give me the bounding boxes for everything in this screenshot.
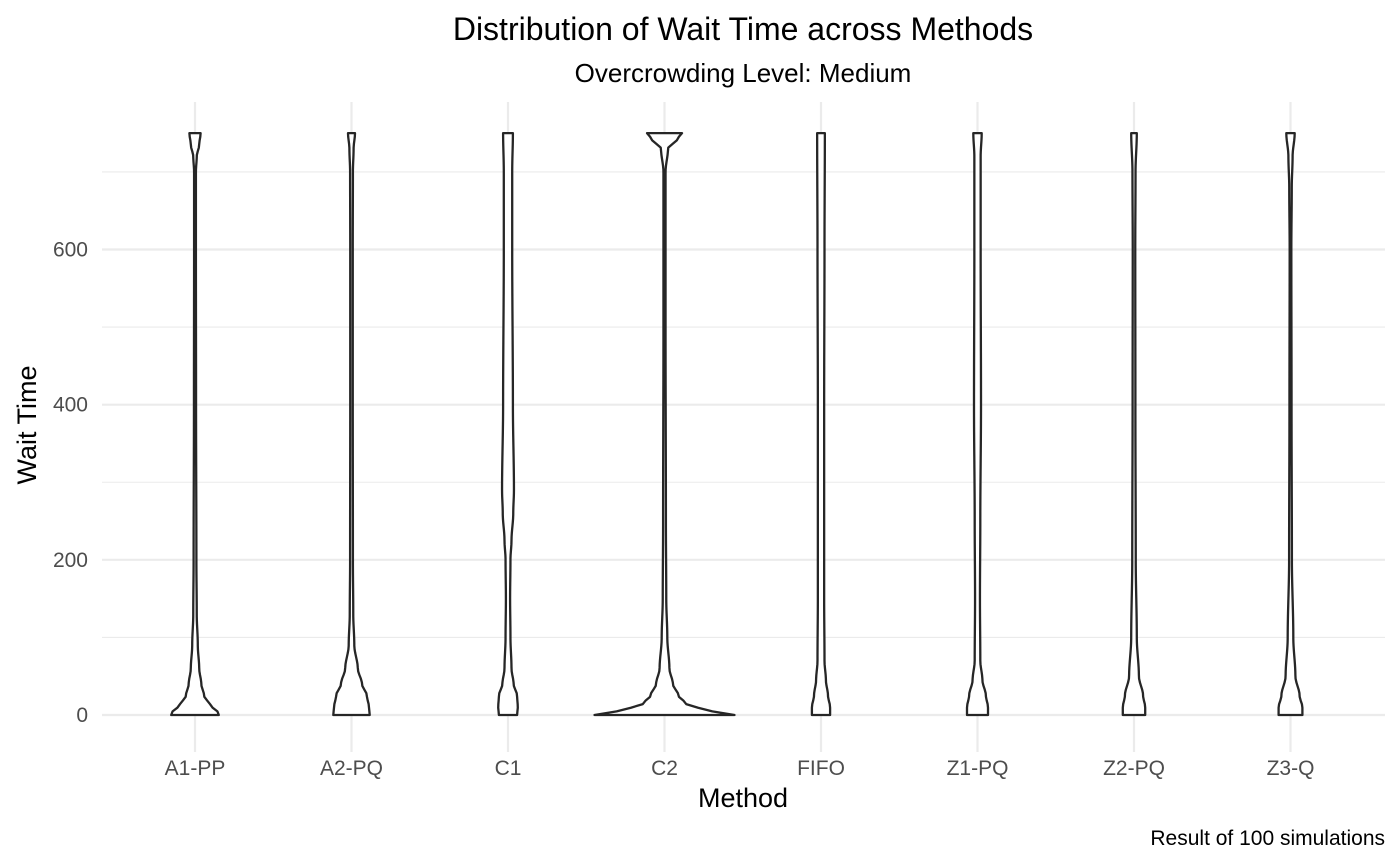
violin-a2-pq bbox=[332, 131, 371, 717]
y-axis-title: Wait Time bbox=[12, 365, 42, 484]
x-tick-label: A2-PQ bbox=[320, 757, 383, 780]
chart-title: Distribution of Wait Time across Methods bbox=[453, 11, 1033, 47]
grid-lines bbox=[102, 102, 1385, 752]
violin-z2-pq bbox=[1121, 131, 1147, 717]
violin-a1-pp bbox=[170, 131, 220, 717]
x-tick-label: Z2-PQ bbox=[1103, 757, 1165, 780]
y-axis-ticks: 0 200 400 600 bbox=[53, 239, 88, 728]
x-axis-title: Method bbox=[698, 783, 788, 813]
y-tick-label: 400 bbox=[53, 394, 88, 417]
x-tick-label: Z3-Q bbox=[1267, 757, 1315, 780]
y-tick-label: 200 bbox=[53, 549, 88, 572]
x-tick-label: FIFO bbox=[797, 757, 845, 780]
x-tick-label: A1-PP bbox=[165, 757, 226, 780]
violin-c1 bbox=[497, 131, 519, 717]
violin-z1-pq bbox=[965, 131, 990, 717]
x-tick-label: Z1-PQ bbox=[947, 757, 1009, 780]
y-tick-label: 0 bbox=[76, 704, 88, 727]
violin-z3-q bbox=[1277, 131, 1304, 717]
y-tick-label: 600 bbox=[53, 239, 88, 262]
violin-fifo bbox=[810, 131, 832, 717]
violin-plot-area bbox=[170, 131, 1304, 717]
x-axis-ticks: A1-PP A2-PQ C1 C2 FIFO Z1-PQ Z2-PQ Z3-Q bbox=[165, 757, 1315, 780]
x-tick-label: C1 bbox=[495, 757, 522, 780]
violin-c2 bbox=[593, 131, 736, 717]
x-tick-label: C2 bbox=[651, 757, 678, 780]
chart-caption: Result of 100 simulations bbox=[1150, 827, 1385, 850]
chart-subtitle: Overcrowding Level: Medium bbox=[575, 58, 912, 88]
